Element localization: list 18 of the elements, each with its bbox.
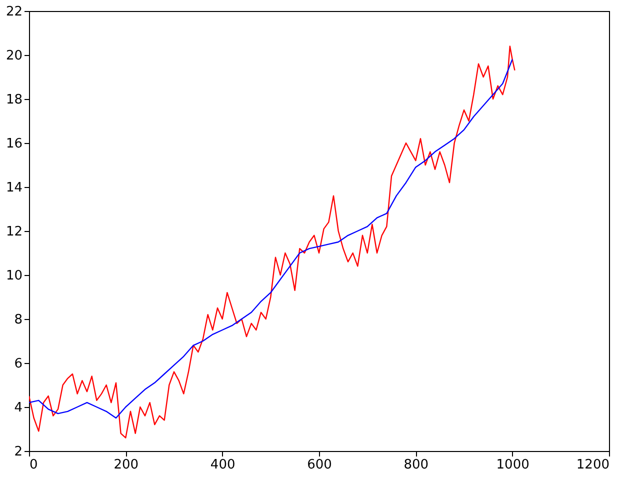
x-tick-label: 800 [404,458,429,472]
x-tick-label: 400 [210,458,236,472]
x-tick-label: 0 [30,458,38,472]
y-tick-label: 6 [14,356,22,372]
y-tick-label: 10 [6,268,22,284]
y-tick-label: 4 [14,400,22,416]
y-tick-label: 20 [6,48,22,64]
y-tick-label: 16 [6,136,22,152]
y-tick-label: 8 [14,312,22,328]
x-tick-label: 1200 [576,458,610,472]
x-tick-label: 1000 [496,458,530,472]
y-tick-label: 12 [6,224,22,240]
y-tick-label: 2 [14,444,22,460]
y-tick-label: 18 [6,92,22,108]
y-tick-label: 14 [6,180,22,196]
x-tick-label: 200 [114,458,139,472]
y-tick-label: 22 [6,4,22,20]
x-tick-label: 600 [307,458,332,472]
